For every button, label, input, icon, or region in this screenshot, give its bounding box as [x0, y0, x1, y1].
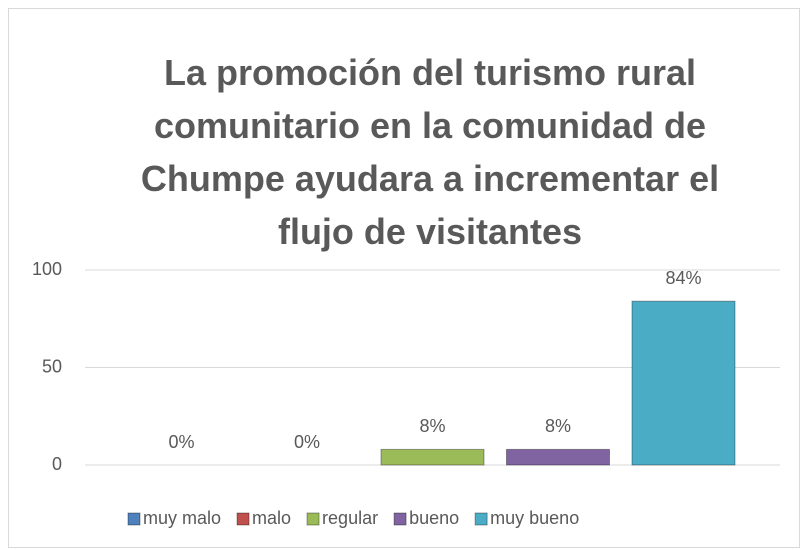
legend-swatch [306, 512, 320, 526]
legend-swatch [127, 512, 141, 526]
title-line: flujo de visitantes [278, 211, 582, 252]
bar [631, 300, 736, 466]
legend-label: regular [322, 508, 378, 528]
bar [506, 448, 610, 466]
data-label: 84% [665, 268, 701, 288]
legend-label: muy malo [143, 508, 221, 528]
data-label: 0% [294, 432, 320, 452]
data-label: 8% [545, 416, 571, 436]
legend-label: bueno [409, 508, 459, 528]
data-label: 8% [419, 416, 445, 436]
y-tick-label: 50 [42, 356, 62, 376]
y-tick-label: 100 [32, 259, 62, 279]
y-tick-label: 0 [52, 454, 62, 474]
legend-label: muy bueno [490, 508, 579, 528]
title-line: Chumpe ayudara a incrementar el [141, 158, 719, 199]
title-line: La promoción del turismo rural [164, 52, 696, 93]
chart-title: La promoción del turismo rural comunitari… [141, 52, 719, 252]
legend-swatch [393, 512, 407, 526]
bar [380, 448, 485, 466]
legend-swatch [474, 512, 488, 526]
chart-title-text: La promoción del turismo rural comunitari… [141, 52, 719, 252]
title-line: comunitario en la comunidad de [154, 105, 706, 146]
data-label: 0% [168, 432, 194, 452]
legend-label: malo [252, 508, 291, 528]
legend-swatch [236, 512, 250, 526]
